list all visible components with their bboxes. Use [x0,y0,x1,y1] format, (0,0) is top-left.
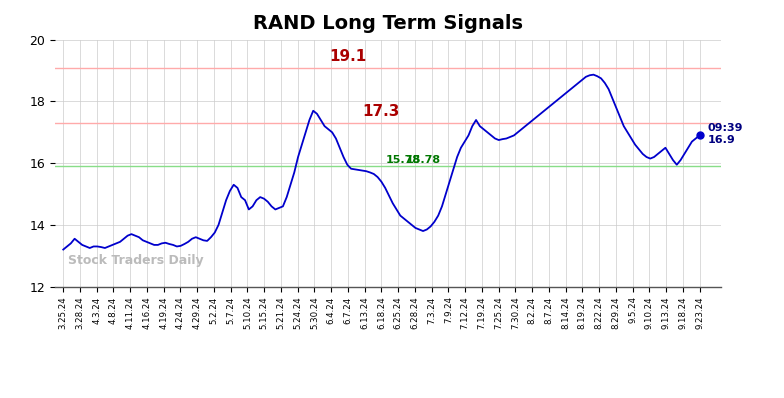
Title: RAND Long Term Signals: RAND Long Term Signals [253,14,523,33]
Text: 15.78: 15.78 [405,155,441,165]
Text: 15.78: 15.78 [386,155,421,165]
Text: 19.1: 19.1 [329,49,367,64]
Text: 09:39
16.9: 09:39 16.9 [708,123,743,145]
Text: 17.3: 17.3 [363,104,400,119]
Text: Stock Traders Daily: Stock Traders Daily [68,254,204,267]
